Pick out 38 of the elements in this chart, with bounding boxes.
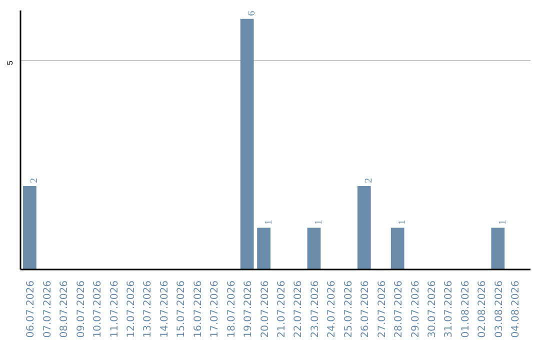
x-tick-label: 17.07.2026 bbox=[210, 280, 221, 338]
x-tick-label: 16.07.2026 bbox=[192, 280, 204, 338]
x-tick-label: 12.07.2026 bbox=[126, 280, 138, 338]
x-tick-label: 19.07.2026 bbox=[243, 280, 254, 338]
x-tick-label: 31.07.2026 bbox=[444, 280, 455, 338]
x-tick-label: 26.07.2026 bbox=[360, 280, 372, 338]
data-label: 1 bbox=[263, 220, 274, 225]
data-label: 2 bbox=[364, 178, 375, 183]
x-tick-label: 25.07.2026 bbox=[343, 280, 354, 338]
x-tick-label: 23.07.2026 bbox=[310, 280, 321, 338]
data-label: 1 bbox=[313, 220, 324, 225]
x-tick-label: 02.08.2026 bbox=[477, 280, 488, 338]
data-label: 1 bbox=[497, 220, 508, 225]
x-tick-label: 24.07.2026 bbox=[326, 280, 338, 338]
x-tick-label: 09.07.2026 bbox=[76, 280, 87, 338]
data-label: 1 bbox=[397, 220, 408, 225]
x-tick-label: 15.07.2026 bbox=[176, 280, 188, 338]
x-tick-label: 18.07.2026 bbox=[226, 280, 238, 338]
x-tick-label: 14.07.2026 bbox=[159, 280, 170, 338]
y-tick-label: 5 bbox=[6, 60, 14, 66]
x-tick-label: 21.07.2026 bbox=[276, 280, 288, 338]
x-tick-label: 07.07.2026 bbox=[42, 280, 54, 338]
x-tick-label: 13.07.2026 bbox=[142, 280, 154, 338]
data-label: 2 bbox=[29, 178, 40, 183]
x-tick-label: 29.07.2026 bbox=[410, 280, 422, 338]
x-tick-label: 06.07.2026 bbox=[26, 280, 37, 338]
x-tick-label: 27.07.2026 bbox=[376, 280, 388, 338]
x-tick-label: 22.07.2026 bbox=[293, 280, 304, 338]
x-tick-label: 03.08.2026 bbox=[494, 280, 505, 338]
x-tick-label: 04.08.2026 bbox=[510, 280, 522, 338]
data-label: 6 bbox=[246, 10, 258, 16]
x-tick-label: 20.07.2026 bbox=[260, 280, 271, 338]
x-tick-label: 28.07.2026 bbox=[394, 280, 405, 338]
x-tick-label: 10.07.2026 bbox=[92, 280, 104, 338]
x-tick-label: 30.07.2026 bbox=[427, 280, 438, 338]
x-tick-label: 08.07.2026 bbox=[59, 280, 70, 338]
x-tick-label: 01.08.2026 bbox=[460, 280, 472, 338]
x-tick-label: 11.07.2026 bbox=[109, 280, 120, 338]
